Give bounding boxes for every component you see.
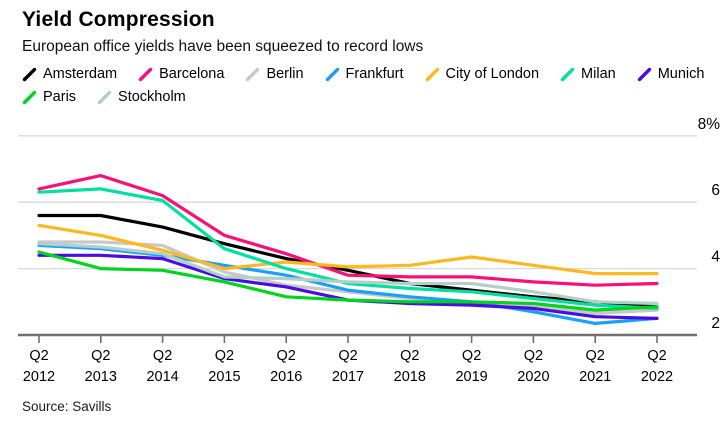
legend-label: Amsterdam <box>43 66 118 82</box>
legend-line-icon <box>560 67 575 81</box>
yield-compression-chart: Q2 2012 Q2 2013 Q2 2014 Q2 2015 Q2 2016 Q2 2017 Q2 20… <box>18 116 721 385</box>
x-label-year-2017: 2017 <box>332 369 364 385</box>
legend-label: Frankfurt <box>345 66 404 82</box>
legend-line-icon <box>97 90 112 104</box>
series-line-amsterdam <box>37 213 659 309</box>
legend-line-icon <box>246 67 260 81</box>
x-label-year-2018: 2018 <box>394 369 426 385</box>
legend-line-icon <box>22 67 37 81</box>
legend-item-frankfurt: Frankfurt <box>325 66 404 82</box>
x-label-quarter-2020: Q2 <box>524 348 543 364</box>
x-label-quarter-2013: Q2 <box>91 348 110 364</box>
y-axis-label-6: 6 <box>711 182 720 199</box>
x-label-year-2021: 2021 <box>579 369 611 385</box>
x-label-quarter-2022: Q2 <box>647 348 666 364</box>
x-label-quarter-2019: Q2 <box>462 348 481 364</box>
source-note: Source: Savills <box>22 399 112 414</box>
legend-label: Paris <box>43 89 77 105</box>
x-label-year-2015: 2015 <box>208 369 240 385</box>
x-label-year-2013: 2013 <box>85 369 117 385</box>
x-label-year-2014: 2014 <box>146 369 178 385</box>
y-axis-label-8: 8% <box>698 116 721 133</box>
legend-label: Barcelona <box>159 66 225 82</box>
legend-label: Stockholm <box>118 89 186 105</box>
chart-legend: Amsterdam Barcelona Berlin Frankfurt City of… <box>22 66 710 105</box>
legend-line-icon <box>138 67 153 81</box>
legend-label: City of London <box>445 66 540 82</box>
series-line-paris <box>37 250 659 312</box>
x-label-quarter-2016: Q2 <box>277 348 296 364</box>
series-line-stockholm <box>37 242 659 306</box>
x-label-year-2022: 2022 <box>641 369 673 385</box>
legend-line-icon <box>325 67 339 81</box>
legend-item-munich: Munich <box>637 66 705 82</box>
x-label-year-2020: 2020 <box>517 369 549 385</box>
series-line-barcelona <box>37 173 659 287</box>
x-label-year-2019: 2019 <box>455 369 487 385</box>
x-label-quarter-2017: Q2 <box>338 348 357 364</box>
x-label-quarter-2014: Q2 <box>153 348 172 364</box>
legend-label: Berlin <box>266 66 304 82</box>
chart-title: Yield Compression <box>22 8 215 31</box>
series-line-frankfurt <box>37 243 659 325</box>
x-label-quarter-2021: Q2 <box>586 348 605 364</box>
legend-line-icon <box>637 67 651 81</box>
legend-label: Milan <box>581 66 616 82</box>
x-label-quarter-2012: Q2 <box>29 348 48 364</box>
legend-item-stockholm: Stockholm <box>97 89 186 105</box>
x-label-year-2012: 2012 <box>23 369 55 385</box>
legend-item-milan: Milan <box>560 66 616 82</box>
legend-item-amsterdam: Amsterdam <box>22 66 117 82</box>
legend-item-barcelona: Barcelona <box>138 66 224 82</box>
x-label-quarter-2018: Q2 <box>400 348 419 364</box>
legend-item-berlin: Berlin <box>245 66 304 82</box>
legend-line-icon <box>425 67 439 81</box>
legend-item-city-of-london: City of London <box>425 66 540 82</box>
series-line-city-of-london <box>37 223 659 276</box>
y-axis-label-4: 4 <box>711 249 720 266</box>
legend-label: Munich <box>657 66 705 82</box>
chart-subtitle: European office yields have been squeeze… <box>22 38 424 55</box>
legend-line-icon <box>22 90 37 104</box>
x-label-quarter-2015: Q2 <box>215 348 234 364</box>
legend-item-paris: Paris <box>22 89 76 105</box>
y-axis-label-2: 2 <box>711 315 720 332</box>
x-label-year-2016: 2016 <box>270 369 302 385</box>
